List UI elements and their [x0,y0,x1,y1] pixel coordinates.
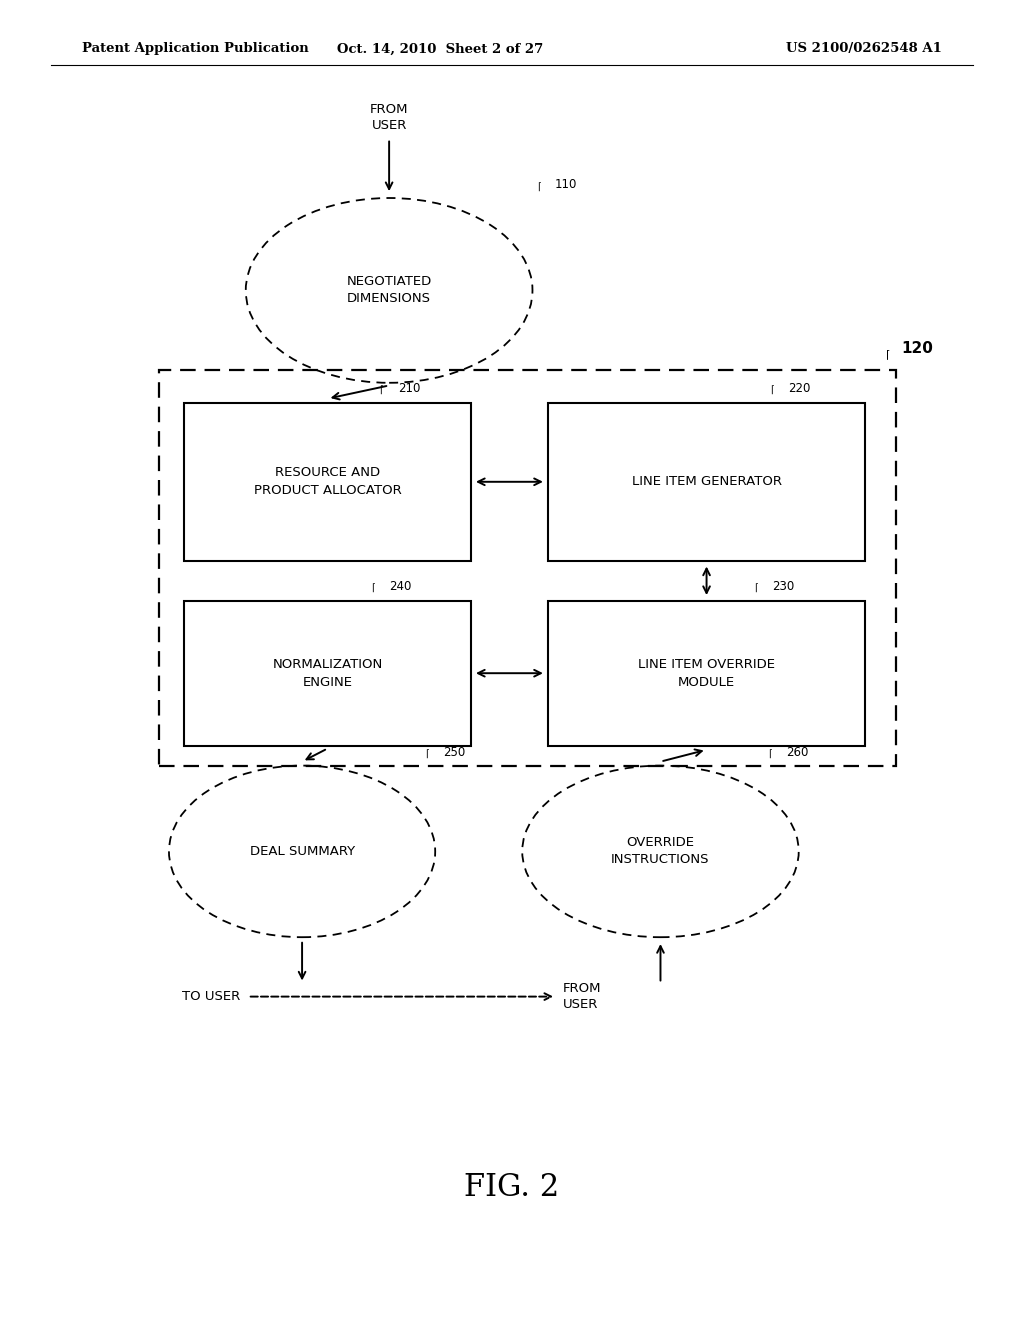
Text: FIG. 2: FIG. 2 [464,1172,560,1204]
Text: OVERRIDE
INSTRUCTIONS: OVERRIDE INSTRUCTIONS [611,837,710,866]
Text: 220: 220 [788,381,811,395]
Text: LINE ITEM GENERATOR: LINE ITEM GENERATOR [632,475,781,488]
Bar [548,403,865,561]
Text: FROM
USER: FROM USER [370,103,409,132]
Text: 230: 230 [772,579,795,593]
Text: 120: 120 [901,342,933,356]
Bar [548,601,865,746]
Text: ⌈: ⌈ [754,582,758,593]
Text: ⌈: ⌈ [379,384,383,395]
Text: 250: 250 [443,746,466,759]
Text: 240: 240 [389,579,412,593]
Text: ⌈: ⌈ [538,181,542,191]
Text: 260: 260 [786,746,809,759]
Text: US 2100/0262548 A1: US 2100/0262548 A1 [786,42,942,55]
Text: NORMALIZATION
ENGINE: NORMALIZATION ENGINE [272,657,383,689]
Text: 210: 210 [397,381,420,395]
Text: NEGOTIATED
DIMENSIONS: NEGOTIATED DIMENSIONS [346,276,432,305]
Text: ⌈: ⌈ [886,348,890,359]
Text: ⌈: ⌈ [768,748,772,759]
Bar [159,370,896,766]
Text: TO USER: TO USER [182,990,241,1003]
Text: DEAL SUMMARY: DEAL SUMMARY [250,845,354,858]
Text: Patent Application Publication: Patent Application Publication [82,42,308,55]
Bar [184,403,471,561]
Text: ⌈: ⌈ [425,748,429,759]
Text: LINE ITEM OVERRIDE
MODULE: LINE ITEM OVERRIDE MODULE [638,657,775,689]
Text: ⌈: ⌈ [770,384,774,395]
Text: ⌈: ⌈ [371,582,375,593]
Text: FROM
USER: FROM USER [563,982,602,1011]
Text: 110: 110 [555,178,578,191]
Text: RESOURCE AND
PRODUCT ALLOCATOR: RESOURCE AND PRODUCT ALLOCATOR [254,466,401,498]
Bar [184,601,471,746]
Text: Oct. 14, 2010  Sheet 2 of 27: Oct. 14, 2010 Sheet 2 of 27 [337,42,544,55]
